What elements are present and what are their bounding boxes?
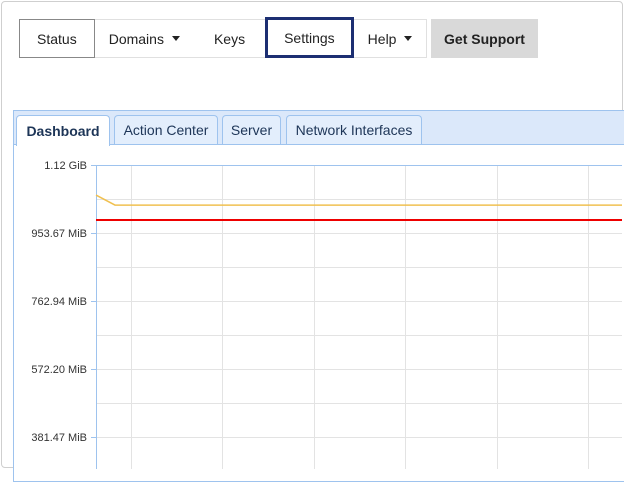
nav-label: Status [37,30,77,47]
tab-dashboard[interactable]: Dashboard [16,115,110,146]
y-tick-label: 572.20 MiB [31,364,87,376]
get-support-button[interactable]: Get Support [431,19,538,58]
y-tick-label: 1.12 GiB [44,160,87,172]
series-line-0 [95,194,622,206]
y-tick-label: 953.67 MiB [31,228,87,240]
tab-network-interfaces[interactable]: Network Interfaces [286,115,422,144]
tab-server[interactable]: Server [222,115,281,144]
nav-label: Settings [284,29,335,46]
nav-label: Help [367,30,397,47]
nav-settings[interactable]: Settings [265,17,354,58]
nav-keys[interactable]: Keys [194,20,265,57]
memory-chart: 1.12 GiB 953.67 MiB 762.94 MiB 572.20 MiB 38… [31,160,622,469]
caret-down-icon [404,36,413,41]
tab-bar: Dashboard Action Center Server Network I… [14,111,624,146]
y-tick-label: 381.47 MiB [31,432,87,444]
nav-domains[interactable]: Domains [95,20,194,57]
nav-help[interactable]: Help [354,20,427,57]
tab-action-center[interactable]: Action Center [114,115,218,144]
top-nav: Status Domains Keys Settings Help [19,17,428,58]
dashboard-panel: Dashboard Action Center Server Network I… [13,110,624,482]
y-tick-label: 762.94 MiB [31,296,87,308]
nav-status[interactable]: Status [19,19,95,58]
caret-down-icon [171,36,180,41]
nav-label: Domains [108,30,164,47]
nav-label: Keys [213,30,246,47]
